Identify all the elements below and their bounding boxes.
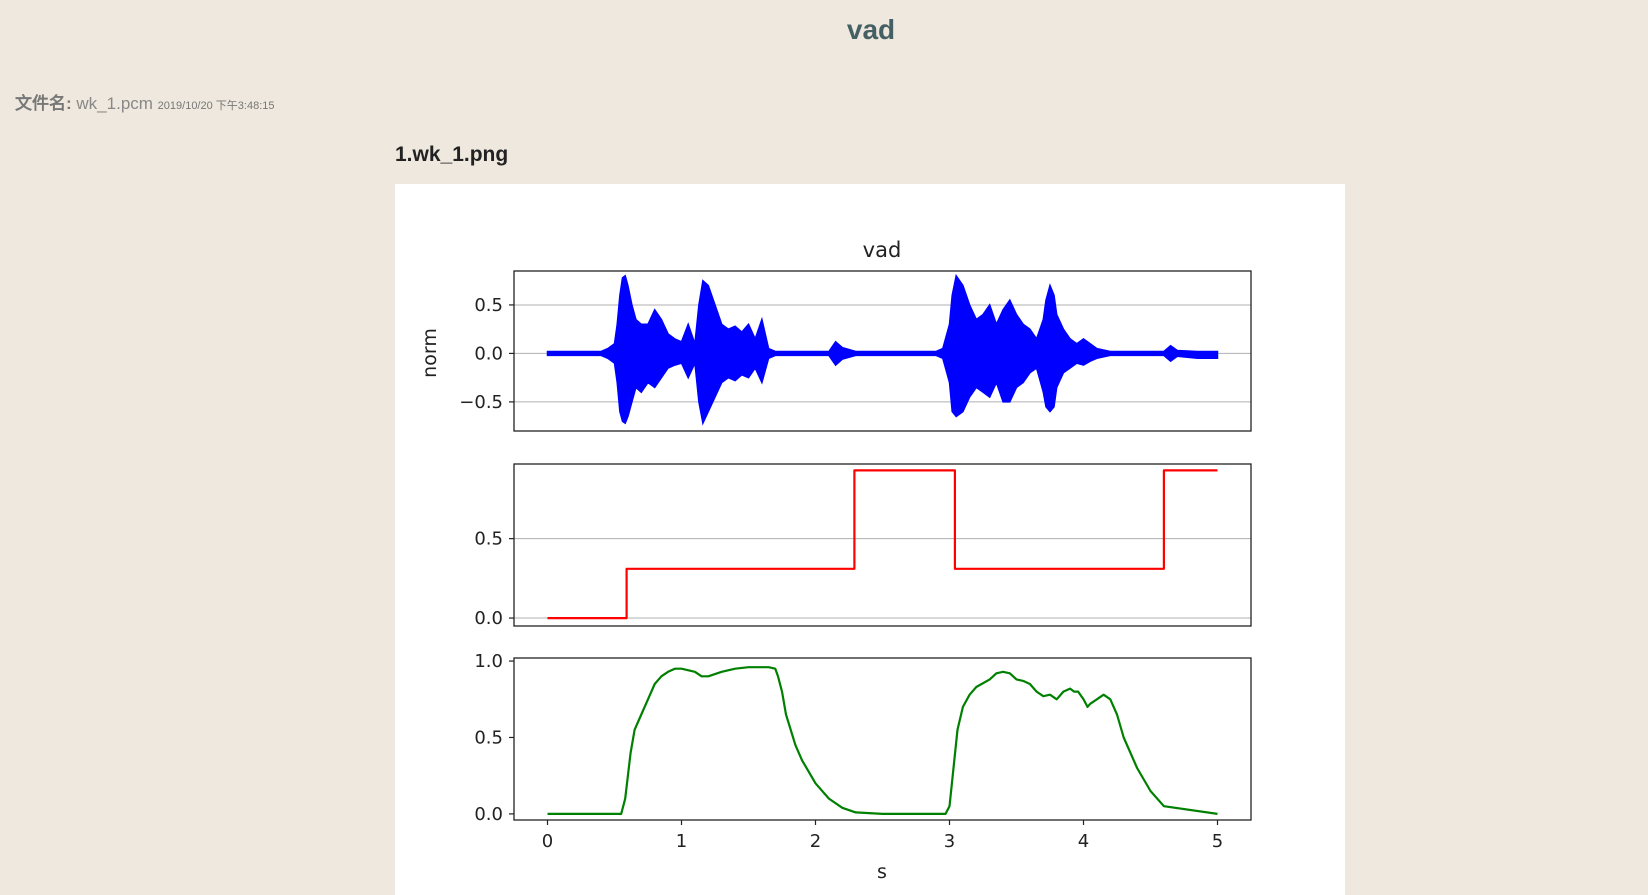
- x-tick-label: 4: [1078, 831, 1089, 852]
- x-tick-label: 3: [944, 831, 955, 852]
- x-tick-label: 1: [676, 831, 687, 852]
- chart-title: vad: [863, 238, 902, 262]
- page-title: vad: [846, 14, 896, 45]
- filename-value: wk_1.pcm: [76, 94, 153, 113]
- x-tick-label: 0: [542, 831, 553, 852]
- subplot-2: 0.0 0.5: [474, 463, 1252, 629]
- x-tick-label: 2: [810, 831, 821, 852]
- y-tick-label: −0.5: [459, 392, 503, 413]
- filename-label: 文件名:: [15, 94, 72, 113]
- x-tick-label: 5: [1212, 831, 1223, 852]
- axes-frame: [513, 463, 1252, 627]
- subplot-1: −0.5 0.0 0.5: [459, 270, 1252, 432]
- y-tick-label: 0.5: [474, 727, 503, 748]
- axes-frame: [513, 270, 1252, 432]
- x-axis-label: s: [877, 861, 887, 883]
- plot-image: vad norm s −0.5 0.0 0.5 0.0 0.5 0.0 0.5 1.0 0 1 2 3…: [395, 184, 1345, 895]
- axes-frame: [513, 657, 1252, 821]
- vad-step-series: [547, 469, 1218, 620]
- y-tick-label: 0.0: [474, 343, 503, 364]
- subplot-3: 0.0 0.5 1.0 0 1 2 3 4 5: [474, 651, 1252, 852]
- vad-figure: vad norm s −0.5 0.0 0.5 0.0 0.5 0.0 0.5 1.0 0 1 2 3…: [419, 238, 1252, 883]
- waveform-series: [546, 273, 1219, 426]
- image-title: 1.wk_1.png: [395, 143, 509, 166]
- y-tick-label: 1.0: [474, 651, 503, 672]
- probability-series: [547, 666, 1218, 816]
- y-tick-label: 0.5: [474, 529, 503, 550]
- y-tick-label: 0.0: [474, 608, 503, 629]
- y-axis-label: norm: [419, 328, 441, 378]
- file-timestamp: 2019/10/20 下午3:48:15: [157, 100, 275, 112]
- y-tick-label: 0.0: [474, 804, 503, 825]
- y-tick-label: 0.5: [474, 295, 503, 316]
- file-info: 文件名: wk_1.pcm 2019/10/20 下午3:48:15: [15, 89, 274, 114]
